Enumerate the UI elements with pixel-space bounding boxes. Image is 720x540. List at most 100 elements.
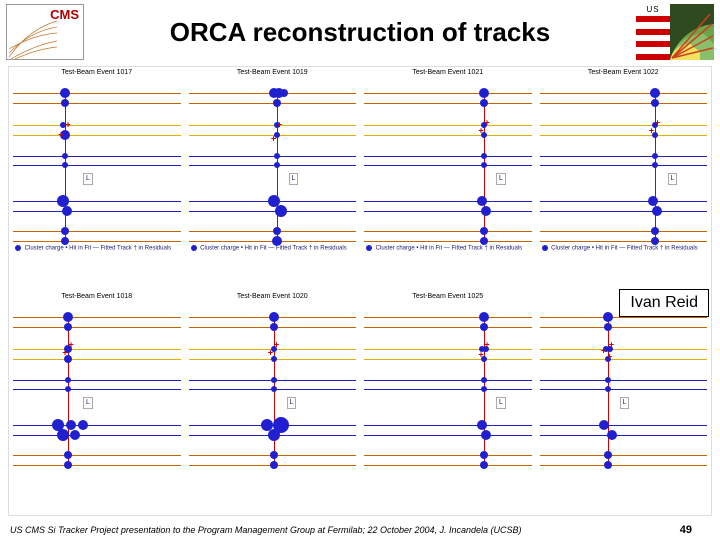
track-area: ++L: [13, 305, 181, 465]
panel-title: Test-Beam Event 1020: [189, 293, 357, 303]
footer-text: US CMS Si Tracker Project presentation t…: [10, 525, 680, 535]
attribution-box: Ivan Reid: [619, 289, 709, 317]
cluster-hit: [652, 153, 658, 159]
panel-title: Test-Beam Event 1017: [13, 69, 181, 79]
track-area: ++L: [364, 305, 532, 465]
residual-marker: +: [268, 349, 273, 358]
detector-layer-line: [540, 317, 708, 318]
panel-legend: Cluster charge • Hit in Fit — Fitted Tra…: [540, 245, 708, 252]
cms-logo: CMS: [6, 4, 84, 60]
cluster-hit: [61, 227, 69, 235]
cluster-hit: [273, 99, 281, 107]
cluster-hit: [481, 430, 491, 440]
residual-marker: +: [478, 127, 483, 136]
detector-layer-line: [13, 327, 181, 328]
cluster-hit: [605, 377, 611, 383]
residual-marker: +: [484, 341, 489, 350]
residual-marker: +: [607, 353, 612, 362]
detector-layer-line: [189, 156, 357, 157]
cluster-hit: [271, 386, 277, 392]
panel-legend-text: Cluster charge • Hit in Fit — Fitted Tra…: [23, 246, 171, 252]
cluster-hit: [477, 420, 487, 430]
detector-layer-line: [13, 349, 181, 350]
flag-stripes: [636, 16, 670, 60]
residual-marker: +: [609, 341, 614, 350]
cluster-hit: [480, 237, 488, 245]
cluster-hit: [652, 206, 662, 216]
detector-layer-line: [364, 380, 532, 381]
cluster-hit: [480, 323, 488, 331]
cluster-hit: [651, 237, 659, 245]
cluster-hit: [271, 377, 277, 383]
detector-layer-line: [13, 389, 181, 390]
detector-layer-line: [540, 465, 708, 466]
cluster-hit: [274, 153, 280, 159]
page-number: 49: [680, 524, 710, 536]
cluster-hit: [607, 430, 617, 440]
cluster-hit: [61, 99, 69, 107]
detector-layer-line: [364, 425, 532, 426]
cluster-hit: [269, 312, 279, 322]
track-panel: Test-Beam Event 1019++L Cluster charge •…: [185, 67, 361, 291]
detector-layer-line: [189, 165, 357, 166]
detector-layer-line: [540, 349, 708, 350]
cluster-hit: [477, 196, 487, 206]
detector-layer-line: [13, 455, 181, 456]
detector-layer-line: [13, 201, 181, 202]
panel-title: Test-Beam Event 1018: [13, 293, 181, 303]
slide-header: CMS ORCA reconstruction of tracks US CMS: [0, 0, 720, 64]
uscms-detector-art: [670, 4, 714, 60]
track-area: ++L: [189, 305, 357, 465]
track-panel: Test-Beam Event 1017++L Cluster charge •…: [9, 67, 185, 291]
detector-layer-line: [13, 103, 181, 104]
cluster-hit: [604, 461, 612, 469]
cluster-hit: [479, 312, 489, 322]
detector-layer-line: [540, 359, 708, 360]
detector-layer-line: [189, 211, 357, 212]
detector-layer-line: [13, 359, 181, 360]
cluster-hit: [599, 420, 609, 430]
residual-marker: +: [68, 341, 73, 350]
panel-legend-text: Cluster charge • Hit in Fit — Fitted Tra…: [550, 246, 698, 252]
detector-layer-line: [540, 165, 708, 166]
cluster-hit: [64, 323, 72, 331]
residual-marker: +: [58, 131, 63, 140]
cluster-hit: [270, 323, 278, 331]
cluster-hit: [62, 153, 68, 159]
cluster-hit: [62, 162, 68, 168]
detector-layer-line: [540, 103, 708, 104]
cluster-hit: [651, 227, 659, 235]
detector-layer-line: [364, 241, 532, 242]
cluster-hit: [280, 89, 288, 97]
detector-layer-line: [540, 156, 708, 157]
panel-legend: Cluster charge • Hit in Fit — Fitted Tra…: [13, 245, 181, 252]
uscms-label: US CMS: [636, 4, 670, 16]
detector-layer-line: [13, 231, 181, 232]
detector-layer-line: [540, 380, 708, 381]
detector-layer-line: [540, 135, 708, 136]
cluster-hit: [64, 451, 72, 459]
panel-mini-legend: L: [668, 173, 678, 185]
uscms-flag: US CMS: [636, 4, 670, 60]
panel-legend: Cluster charge • Hit in Fit — Fitted Tra…: [364, 245, 532, 252]
track-panel: Test-Beam Event 1018 ++L: [9, 291, 185, 515]
track-panel: Test-Beam Event 1020 ++L: [185, 291, 361, 515]
detector-layer-line: [364, 389, 532, 390]
detector-layer-line: [540, 389, 708, 390]
detector-layer-line: [540, 435, 708, 436]
cluster-hit: [480, 461, 488, 469]
plot-grid: Test-Beam Event 1017++L Cluster charge •…: [8, 66, 712, 516]
track-panel: Test-Beam Event 1021++L Cluster charge •…: [360, 67, 536, 291]
detector-layer-line: [540, 327, 708, 328]
detector-layer-line: [364, 465, 532, 466]
cluster-hit: [66, 420, 76, 430]
cluster-hit: [481, 377, 487, 383]
cluster-hit: [273, 227, 281, 235]
cluster-hit: [268, 429, 280, 441]
panel-mini-legend: L: [620, 397, 630, 409]
detector-layer-line: [540, 241, 708, 242]
detector-layer-line: [364, 231, 532, 232]
cluster-hit: [603, 312, 613, 322]
detector-layer-line: [13, 211, 181, 212]
track-area: ++L: [189, 81, 357, 241]
